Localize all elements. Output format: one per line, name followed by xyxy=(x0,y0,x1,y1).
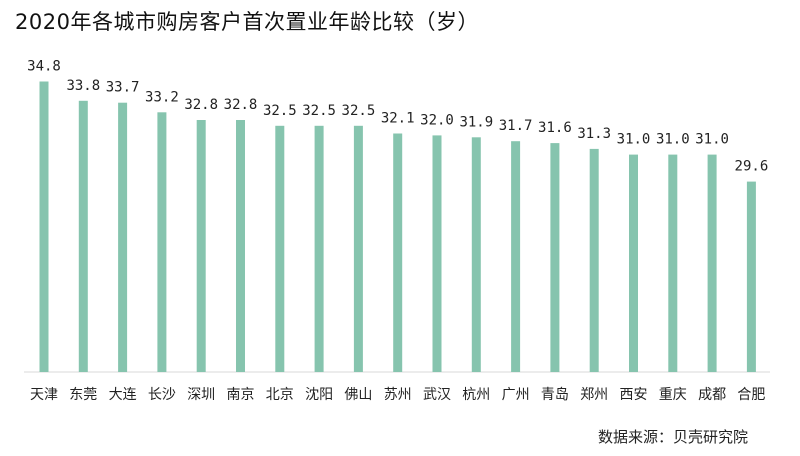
category-label: 苏州 xyxy=(384,387,412,403)
value-label: 33.7 xyxy=(106,80,140,96)
bar-沈阳 xyxy=(314,125,324,372)
source-note: 数据来源：贝壳研究院 xyxy=(597,428,748,446)
bar-青岛 xyxy=(550,143,560,372)
value-label: 31.0 xyxy=(656,132,690,148)
bar-广州 xyxy=(511,141,521,372)
value-label: 33.8 xyxy=(66,78,100,94)
chart-title: 2020年各城市购房客户首次置业年龄比较（岁） xyxy=(15,10,479,34)
bar-苏州 xyxy=(393,133,403,372)
category-label: 合肥 xyxy=(737,387,765,403)
bar-东莞 xyxy=(78,100,88,373)
bar-重庆 xyxy=(668,154,678,372)
category-label: 广州 xyxy=(502,387,530,403)
category-label: 杭州 xyxy=(462,387,490,403)
bar-杭州 xyxy=(471,137,481,372)
value-label: 32.8 xyxy=(184,97,218,113)
bar-合肥 xyxy=(746,181,756,372)
bar-大连 xyxy=(118,102,128,372)
value-label: 32.5 xyxy=(263,103,297,119)
category-label: 佛山 xyxy=(344,387,372,403)
bar-南京 xyxy=(236,120,245,372)
category-label: 成都 xyxy=(698,387,726,403)
category-label: 深圳 xyxy=(187,387,215,403)
category-label: 东莞 xyxy=(69,387,97,403)
value-label: 32.0 xyxy=(420,112,454,128)
value-label: 32.5 xyxy=(302,103,336,119)
bars-group xyxy=(39,81,756,373)
value-label: 32.5 xyxy=(342,103,376,119)
bar-武汉 xyxy=(432,135,442,372)
category-label: 长沙 xyxy=(148,387,176,403)
bar-深圳 xyxy=(196,120,206,372)
bar-西安 xyxy=(629,154,638,372)
value-labels-group: 34.8 33.8 33.7 33.2 32.8 32.8 32.5 32.5 32.5 32.1… xyxy=(27,59,768,175)
value-label: 31.7 xyxy=(499,118,533,134)
value-label: 31.6 xyxy=(538,120,572,136)
bar-成都 xyxy=(707,154,717,372)
value-label: 29.6 xyxy=(735,159,769,175)
category-label: 沈阳 xyxy=(305,387,333,403)
category-label: 大连 xyxy=(109,387,137,403)
value-label: 31.9 xyxy=(459,114,493,130)
value-label: 31.3 xyxy=(577,126,611,142)
bar-天津 xyxy=(39,81,49,372)
category-label: 天津 xyxy=(30,387,58,403)
category-label: 南京 xyxy=(227,387,255,403)
value-label: 33.2 xyxy=(145,89,179,105)
category-label: 重庆 xyxy=(659,387,687,403)
value-label: 31.0 xyxy=(695,132,729,148)
category-labels-group: 天津 东莞 大连 长沙 深圳 南京 北京 沈阳 佛山 苏州 武汉 杭州 广州 青岛 郑州 西安 重庆 成都 合肥 xyxy=(30,387,765,403)
category-label: 郑州 xyxy=(580,387,608,403)
category-label: 北京 xyxy=(266,387,294,403)
category-label: 武汉 xyxy=(423,387,451,403)
bar-佛山 xyxy=(353,125,363,372)
category-label: 青岛 xyxy=(541,387,569,403)
category-label: 西安 xyxy=(620,387,648,403)
bar-郑州 xyxy=(589,148,599,372)
value-label: 31.0 xyxy=(617,132,651,148)
bar-长沙 xyxy=(157,112,167,373)
bar-北京 xyxy=(275,125,285,372)
value-label: 32.1 xyxy=(381,111,415,127)
value-label: 32.8 xyxy=(224,97,258,113)
value-label: 34.8 xyxy=(27,59,61,75)
